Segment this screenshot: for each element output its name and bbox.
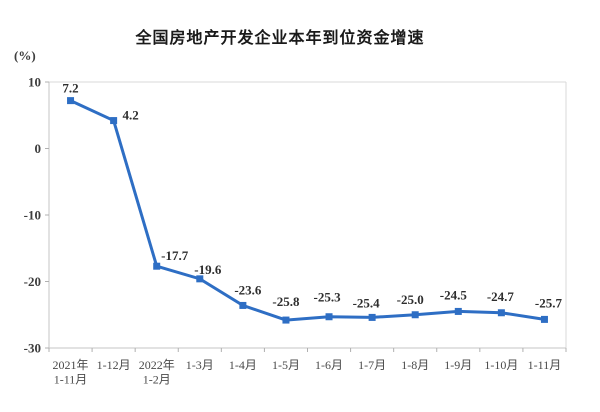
- data-point-label: 7.2: [62, 81, 78, 96]
- x-axis-label: 1-10月: [484, 358, 518, 372]
- data-point-label: -24.5: [440, 287, 468, 302]
- x-axis-label: 1-6月: [315, 358, 343, 372]
- data-point-label: -25.8: [272, 294, 300, 309]
- data-point-label: -25.4: [353, 295, 381, 310]
- x-axis-label: 1-8月: [401, 358, 429, 372]
- data-point-marker: [239, 301, 247, 309]
- data-point-label: -19.6: [194, 262, 222, 277]
- data-point-marker: [497, 309, 505, 317]
- data-point-marker: [368, 313, 376, 321]
- x-axis-label: 2022年 1-2月: [139, 358, 175, 387]
- x-axis-label: 2021年 1-11月: [53, 358, 89, 387]
- data-point-marker: [454, 307, 462, 315]
- data-point-marker: [282, 316, 290, 324]
- x-axis-label: 1-5月: [272, 358, 300, 372]
- y-axis-tick-label: -10: [24, 208, 41, 223]
- x-axis-label: 1-7月: [358, 358, 386, 372]
- data-point-label: -25.0: [397, 292, 424, 307]
- data-point-marker: [325, 313, 333, 321]
- data-line: [69, 99, 545, 322]
- data-point-label: -17.7: [161, 248, 189, 263]
- data-point-marker: [540, 315, 548, 323]
- data-point-marker: [153, 262, 161, 270]
- data-point-marker: [67, 97, 75, 105]
- x-axis-label: 1-4月: [229, 358, 257, 372]
- chart-title: 全国房地产开发企业本年到位资金增速: [135, 30, 425, 47]
- data-point-label: -25.7: [535, 295, 563, 310]
- data-point-marker: [411, 311, 419, 319]
- x-axis-label: 1-3月: [186, 358, 214, 372]
- x-axis-label: 1-9月: [444, 358, 472, 372]
- data-point-label: -23.6: [234, 282, 262, 297]
- data-point-label: -25.3: [313, 290, 341, 305]
- y-axis-tick-label: 10: [28, 75, 41, 90]
- x-axis-label: 1-11月: [528, 358, 562, 372]
- data-point-marker: [110, 117, 118, 125]
- data-point-label: 4.2: [123, 108, 139, 123]
- y-axis-tick-label: -20: [24, 274, 41, 289]
- y-axis-tick-label: -30: [24, 341, 41, 356]
- data-point-label: -24.7: [487, 289, 515, 304]
- data-point-marker: [196, 275, 204, 283]
- y-axis-unit-label: (%): [14, 48, 36, 63]
- y-axis-tick-label: 0: [35, 141, 42, 156]
- x-axis-label: 1-12月: [97, 358, 131, 372]
